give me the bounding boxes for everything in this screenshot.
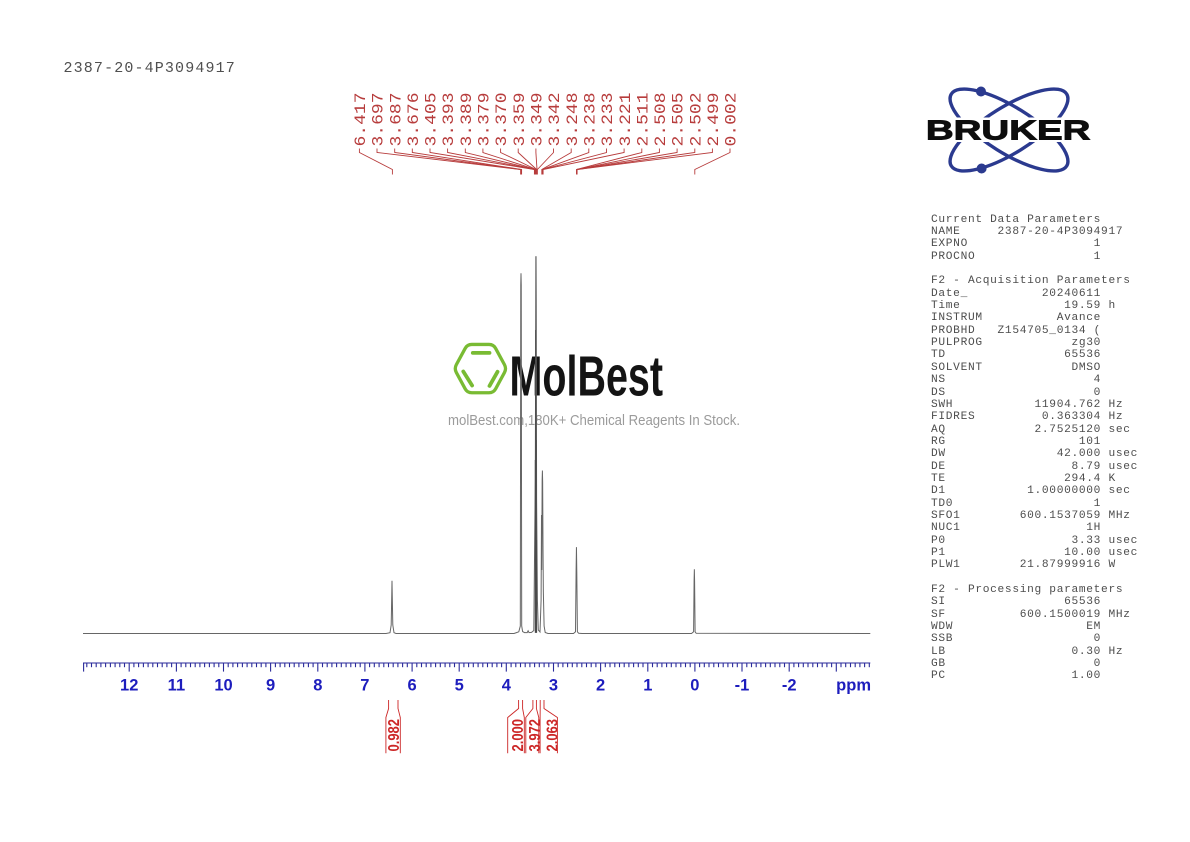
svg-text:-2: -2 <box>782 677 797 695</box>
svg-text:10: 10 <box>214 677 232 695</box>
svg-text:3.405: 3.405 <box>423 93 441 147</box>
svg-text:7: 7 <box>360 677 369 695</box>
svg-text:3: 3 <box>549 677 558 695</box>
svg-text:0.982: 0.982 <box>386 719 403 752</box>
svg-text:molBest.com,180K+ Chemical Rea: molBest.com,180K+ Chemical Reagents In S… <box>448 413 740 429</box>
svg-text:8: 8 <box>313 677 322 695</box>
svg-text:3.359: 3.359 <box>511 93 529 147</box>
svg-text:5: 5 <box>455 677 464 695</box>
svg-text:2.505: 2.505 <box>670 93 688 147</box>
svg-text:3.687: 3.687 <box>387 93 405 147</box>
svg-text:11: 11 <box>168 677 185 695</box>
svg-text:3.342: 3.342 <box>546 93 564 147</box>
svg-text:3.393: 3.393 <box>440 93 458 147</box>
svg-text:2.063: 2.063 <box>544 719 561 752</box>
svg-text:-1: -1 <box>735 677 750 695</box>
svg-text:0.002: 0.002 <box>723 93 741 147</box>
svg-text:3.221: 3.221 <box>617 93 635 147</box>
svg-text:3.676: 3.676 <box>405 93 423 147</box>
svg-text:3.379: 3.379 <box>476 93 494 147</box>
svg-text:3.349: 3.349 <box>529 93 547 147</box>
svg-text:3.233: 3.233 <box>599 93 617 147</box>
svg-text:6.417: 6.417 <box>352 93 370 147</box>
svg-text:ppm: ppm <box>836 677 871 695</box>
svg-text:3.238: 3.238 <box>581 93 599 147</box>
svg-text:2.502: 2.502 <box>687 93 705 147</box>
svg-text:6: 6 <box>408 677 417 695</box>
svg-text:MolBest: MolBest <box>510 345 664 409</box>
svg-text:2.508: 2.508 <box>652 93 670 147</box>
svg-text:3.972: 3.972 <box>527 719 544 752</box>
svg-text:3.248: 3.248 <box>564 93 582 147</box>
svg-text:2.511: 2.511 <box>634 93 652 147</box>
svg-text:2.000: 2.000 <box>510 719 527 752</box>
svg-text:3.389: 3.389 <box>458 93 476 147</box>
svg-text:4: 4 <box>502 677 512 695</box>
svg-text:12: 12 <box>120 677 138 695</box>
svg-text:1: 1 <box>643 677 652 695</box>
svg-text:3.697: 3.697 <box>370 93 388 147</box>
svg-text:BRUKER: BRUKER <box>926 115 1091 146</box>
svg-text:2: 2 <box>596 677 605 695</box>
svg-text:2.499: 2.499 <box>705 93 723 147</box>
svg-text:9: 9 <box>266 677 275 695</box>
svg-text:0: 0 <box>690 677 699 695</box>
svg-text:3.370: 3.370 <box>493 93 511 147</box>
